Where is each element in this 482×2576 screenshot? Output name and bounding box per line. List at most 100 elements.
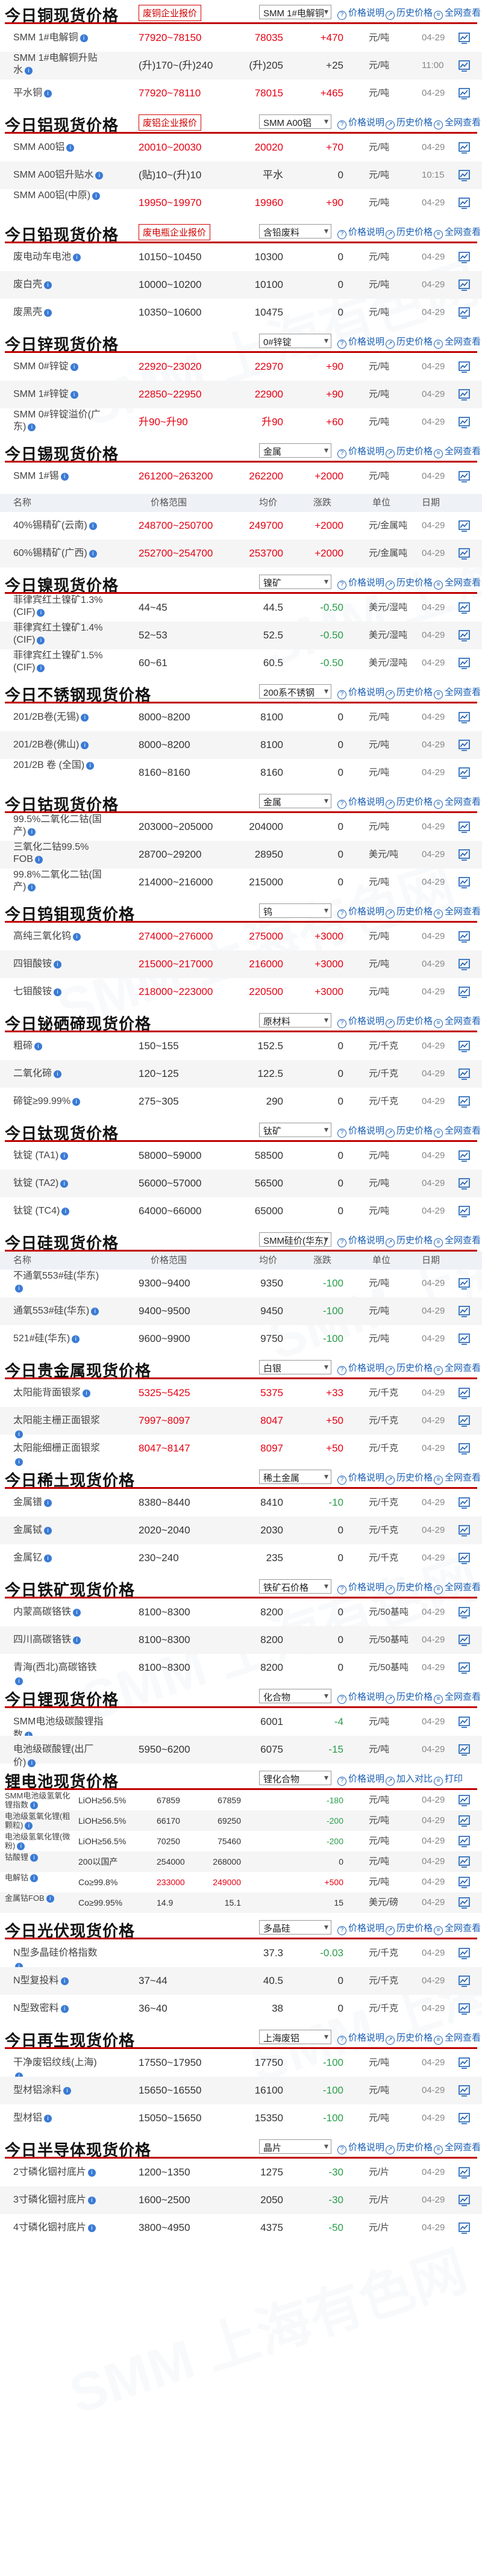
header-link-price_explain[interactable]: ? 价格说明 xyxy=(337,444,384,458)
header-link-view_all[interactable]: ≡ 全网查看 xyxy=(434,1921,481,1935)
trend-chart-icon[interactable] xyxy=(458,930,471,943)
header-link-history[interactable]: ↗ 历史价格 xyxy=(386,1580,433,1594)
trend-chart-icon[interactable] xyxy=(458,876,471,889)
header-link-history[interactable]: ↗ 历史价格 xyxy=(386,576,433,590)
trend-chart-icon[interactable] xyxy=(458,59,471,72)
info-icon[interactable]: i xyxy=(34,856,43,864)
price-row[interactable]: SMM 0#锌锭溢价(广东) i 升90~升90 升90 +60 元/吨 04-29 xyxy=(0,408,482,436)
product-select[interactable]: 锂化合物 xyxy=(259,1771,331,1785)
product-name[interactable]: 电池级氢氧化锂(粗颗粒) i xyxy=(5,1812,71,1830)
product-name[interactable]: 3寸磷化铟衬底片 i xyxy=(13,2194,104,2207)
price-row[interactable]: 521#硅(华东) i 9600~9900 9750 -100 元/吨 04-29 xyxy=(0,1325,482,1353)
product-name[interactable]: SMM A00铝(中原) i xyxy=(13,190,104,202)
info-icon[interactable]: i xyxy=(87,2197,96,2204)
product-name[interactable]: 金属镨 i xyxy=(13,1496,104,1509)
price-row[interactable]: 三氧化二钴99.5% FOB i 28700~29200 28950 0 美元/吨 04-2… xyxy=(0,841,482,869)
info-icon[interactable]: i xyxy=(70,363,78,371)
trend-chart-icon[interactable] xyxy=(458,1386,471,1400)
trend-chart-icon[interactable] xyxy=(458,251,471,264)
info-icon[interactable]: i xyxy=(70,391,78,399)
header-link-history[interactable]: ↗ 历史价格 xyxy=(386,1690,433,1704)
info-icon[interactable]: i xyxy=(87,2224,96,2232)
product-name[interactable]: 钛锭 (TA1) i xyxy=(13,1149,104,1162)
price-row[interactable]: 金属钴FOB i Co≥99.95% 14.9 15.1 15 美元/磅 04-29 xyxy=(0,1892,482,1913)
trend-chart-icon[interactable] xyxy=(458,601,471,614)
header-link-history[interactable]: ↗ 历史价格 xyxy=(386,444,433,458)
trend-chart-icon[interactable] xyxy=(458,2084,471,2097)
info-icon[interactable]: i xyxy=(54,1070,62,1078)
trend-chart-icon[interactable] xyxy=(458,169,471,182)
product-name[interactable]: 型材铝涂料 i xyxy=(13,2084,104,2097)
header-link-view_all[interactable]: ≡ 全网查看 xyxy=(434,1124,481,1138)
price-row[interactable]: 高纯三氧化钨 i 274000~276000 275000 +3000 元/吨 04-29 xyxy=(0,923,482,950)
header-link-price_explain[interactable]: ? 价格说明 xyxy=(337,1233,384,1247)
header-link-view_all[interactable]: ≡ 全网查看 xyxy=(434,1014,481,1028)
header-link-price_explain[interactable]: ? 价格说明 xyxy=(337,685,384,699)
price-row[interactable]: 60%锡精矿(广西) i 252700~254700 253700 +2000 元/金属吨… xyxy=(0,540,482,567)
info-icon[interactable]: i xyxy=(63,2087,72,2095)
trend-chart-icon[interactable] xyxy=(458,985,471,999)
info-icon[interactable]: i xyxy=(60,1977,69,1985)
price-row[interactable]: SMM 1#电解铜 i 77920~78150 78035 +470 元/吨 04-29 xyxy=(0,24,482,52)
price-row[interactable]: 电池级氢氧化锂(粗颗粒) i LiOH≥56.5% 66170 69250 -200 元/吨… xyxy=(0,1810,482,1831)
trend-chart-icon[interactable] xyxy=(458,1876,471,1889)
product-name[interactable]: 型材铝 i xyxy=(13,2112,104,2125)
trend-chart-icon[interactable] xyxy=(458,1277,471,1290)
price-row[interactable]: 粗碲 i 150~155 152.5 0 元/千克 04-29 xyxy=(0,1032,482,1060)
product-select[interactable]: 钨 xyxy=(259,903,331,918)
info-icon[interactable]: i xyxy=(66,144,75,152)
header-link-price_explain[interactable]: ? 价格说明 xyxy=(337,795,384,809)
header-link-view_all[interactable]: ≡ 全网查看 xyxy=(434,6,481,20)
header-link-price_explain[interactable]: ? 价格说明 xyxy=(337,1690,384,1704)
product-name[interactable]: 4寸磷化铟衬底片 i xyxy=(13,2221,104,2235)
product-select[interactable]: 上海废铝 xyxy=(259,2030,331,2044)
info-icon[interactable]: i xyxy=(95,172,104,179)
info-icon[interactable]: i xyxy=(73,933,81,941)
info-icon[interactable]: i xyxy=(34,1043,43,1050)
price-row[interactable]: 平水铜 i 77920~78110 78015 +465 元/吨 04-29 xyxy=(0,80,482,107)
trend-chart-icon[interactable] xyxy=(458,1414,471,1427)
info-icon[interactable]: i xyxy=(61,1208,70,1215)
trend-chart-icon[interactable] xyxy=(458,738,471,752)
price-row[interactable]: 99.5%二氧化二钴(国产) i 203000~205000 204000 0 元/吨 04… xyxy=(0,813,482,841)
info-icon[interactable]: i xyxy=(92,192,101,200)
info-icon[interactable]: i xyxy=(81,714,89,722)
product-name[interactable]: SMM电池级氢氧化锂指数 i xyxy=(5,1791,71,1809)
product-name[interactable]: 四钼酸铵 i xyxy=(13,958,104,971)
info-icon[interactable]: i xyxy=(80,34,88,42)
header-link-view_all[interactable]: ≡ 全网查看 xyxy=(434,116,481,129)
info-icon[interactable]: i xyxy=(44,309,52,317)
trend-chart-icon[interactable] xyxy=(458,1974,471,1988)
product-select[interactable]: 镍矿 xyxy=(259,575,331,589)
product-name[interactable]: N型复投料 i xyxy=(13,1974,104,1988)
trend-chart-icon[interactable] xyxy=(458,1715,471,1729)
header-link-price_explain[interactable]: ? 价格说明 xyxy=(337,1471,384,1485)
price-row[interactable]: 菲律宾红土镍矿1.5%(CIF) i 60~61 60.5 -0.50 美元/湿吨 04-2… xyxy=(0,649,482,677)
trend-chart-icon[interactable] xyxy=(458,360,471,373)
price-row[interactable]: 四川高碳铬铁 i 8100~8300 8200 0 元/50基吨 04-29 xyxy=(0,1626,482,1654)
product-name[interactable]: 太阳能细栅正面银浆 i xyxy=(13,1442,104,1468)
product-name[interactable]: 2寸磷化铟衬底片 i xyxy=(13,2166,104,2179)
info-icon[interactable]: i xyxy=(46,1895,54,1903)
product-name[interactable]: SMM A00铝 i xyxy=(13,141,104,154)
info-icon[interactable]: i xyxy=(60,473,69,481)
trend-chart-icon[interactable] xyxy=(458,1332,471,1346)
price-row[interactable]: 菲律宾红土镍矿1.3%(CIF) i 44~45 44.5 -0.50 美元/湿吨 04-2… xyxy=(0,594,482,622)
price-row[interactable]: 七钼酸铵 i 218000~223000 220500 +3000 元/吨 04-29 xyxy=(0,978,482,1006)
info-icon[interactable]: i xyxy=(60,1180,69,1188)
header-link-price_explain[interactable]: ? 价格说明 xyxy=(337,1580,384,1594)
product-name[interactable]: 七钼酸铵 i xyxy=(13,985,104,999)
trend-chart-icon[interactable] xyxy=(458,1947,471,1960)
product-name[interactable]: 菲律宾红土镍矿1.5%(CIF) i xyxy=(13,650,104,674)
product-name[interactable]: SMM 0#锌锭溢价(广东) i xyxy=(13,409,104,433)
trend-chart-icon[interactable] xyxy=(458,2194,471,2207)
product-select[interactable]: SMM A00铝 xyxy=(259,114,331,129)
info-icon[interactable]: i xyxy=(28,423,36,431)
trend-chart-icon[interactable] xyxy=(458,820,471,834)
header-link-history[interactable]: ↗ 历史价格 xyxy=(386,225,433,239)
info-icon[interactable]: i xyxy=(86,762,95,770)
info-icon[interactable]: i xyxy=(37,609,45,617)
product-name[interactable]: 60%锡精矿(广西) i xyxy=(13,547,104,560)
product-name[interactable]: 平水铜 i xyxy=(13,87,104,100)
